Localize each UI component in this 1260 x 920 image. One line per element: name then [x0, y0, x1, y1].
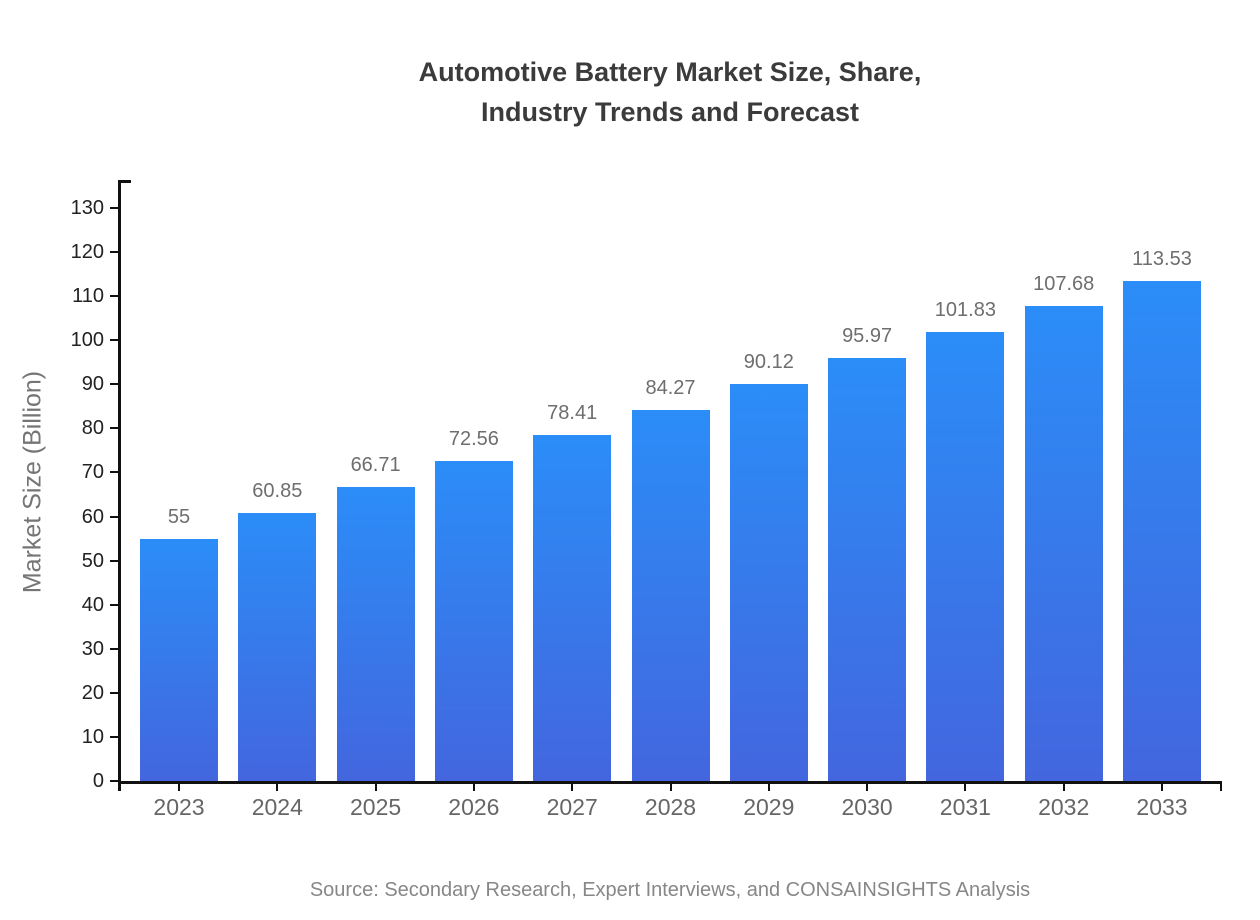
x-tick-mark [178, 781, 180, 791]
bar-value-label: 95.97 [842, 324, 893, 347]
y-tick-mark [110, 647, 118, 650]
y-tick-label: 40 [81, 593, 104, 616]
bar-value-label: 72.56 [448, 428, 499, 451]
y-tick-mark [110, 251, 118, 254]
x-tick-mark [964, 781, 967, 791]
bar [533, 435, 612, 781]
x-tick-label: 2033 [1136, 794, 1188, 820]
bar [926, 332, 1005, 781]
bar [336, 486, 415, 781]
bar [729, 383, 808, 781]
bar-value-label: 84.27 [645, 376, 696, 399]
y-tick-mark [110, 383, 118, 386]
x-axis-end-cap [1219, 781, 1222, 791]
y-axis-top-cap [118, 180, 131, 183]
bar [238, 512, 317, 781]
y-tick-label: 120 [70, 241, 104, 264]
y-tick-label: 60 [81, 505, 104, 528]
y-tick-mark [110, 471, 118, 474]
y-tick-label: 20 [81, 681, 104, 704]
y-tick-mark [110, 780, 118, 782]
bar-value-label: 101.83 [934, 299, 996, 322]
bar-value-label: 78.41 [547, 402, 598, 425]
y-tick-label: 130 [70, 197, 104, 219]
y-tick-label: 30 [81, 637, 104, 660]
bar-value-label: 90.12 [743, 350, 794, 373]
y-tick-mark [110, 295, 118, 298]
x-tick-label: 2026 [448, 794, 500, 820]
y-tick-mark [110, 515, 118, 518]
bar-value-label: 66.71 [350, 453, 401, 476]
x-tick-mark [866, 781, 869, 791]
x-tick-mark [276, 781, 279, 791]
y-tick-label: 80 [81, 417, 104, 440]
y-tick-mark [110, 427, 118, 430]
x-tick-mark [767, 781, 770, 791]
y-tick-mark [110, 339, 118, 342]
y-tick-label: 90 [81, 373, 104, 396]
source-caption: Source: Secondary Research, Expert Inter… [309, 879, 1031, 901]
x-tick-mark [1062, 781, 1065, 791]
x-axis-line [118, 781, 1222, 784]
x-tick-label: 2024 [251, 794, 303, 820]
bar [1024, 306, 1103, 781]
bar-value-label: 60.85 [252, 479, 303, 502]
x-tick-mark [669, 781, 672, 791]
bar [828, 357, 907, 781]
bar [631, 409, 710, 781]
x-tick-label: 2023 [153, 794, 205, 820]
x-tick-label: 2031 [939, 794, 991, 820]
x-tick-mark [374, 781, 377, 791]
bar-value-label: 107.68 [1033, 273, 1095, 296]
x-tick-label: 2028 [644, 794, 697, 820]
y-tick-mark [110, 559, 118, 562]
y-axis-line [118, 180, 121, 791]
y-tick-label: 100 [70, 329, 104, 352]
x-tick-mark [571, 781, 574, 791]
y-tick-mark [110, 603, 118, 606]
y-tick-label: 50 [81, 549, 104, 572]
bar [140, 538, 218, 781]
bar-value-label: 55 [167, 505, 191, 528]
y-tick-mark [110, 735, 118, 738]
x-tick-label: 2027 [546, 794, 598, 820]
x-tick-label: 2025 [350, 794, 402, 820]
bar [1123, 280, 1201, 781]
x-tick-label: 2029 [743, 794, 795, 820]
chart-title: Automotive Battery Market Size, Share, In… [70, 52, 1260, 132]
y-tick-mark [110, 691, 118, 694]
chart-title-line1: Automotive Battery Market Size, Share, [418, 57, 922, 87]
y-tick-label: 70 [81, 461, 104, 484]
x-tick-label: 2030 [841, 794, 893, 820]
x-tick-label: 2032 [1038, 794, 1090, 820]
y-tick-mark [110, 207, 118, 209]
y-tick-label: 110 [72, 285, 104, 308]
x-tick-mark [1161, 781, 1163, 791]
bar-value-label: 113.53 [1132, 247, 1192, 270]
x-tick-mark [472, 781, 475, 791]
y-tick-label: 0 [92, 770, 104, 792]
y-tick-label: 10 [81, 725, 104, 748]
bar [434, 461, 513, 781]
chart-title-line2: Industry Trends and Forecast [480, 97, 860, 127]
